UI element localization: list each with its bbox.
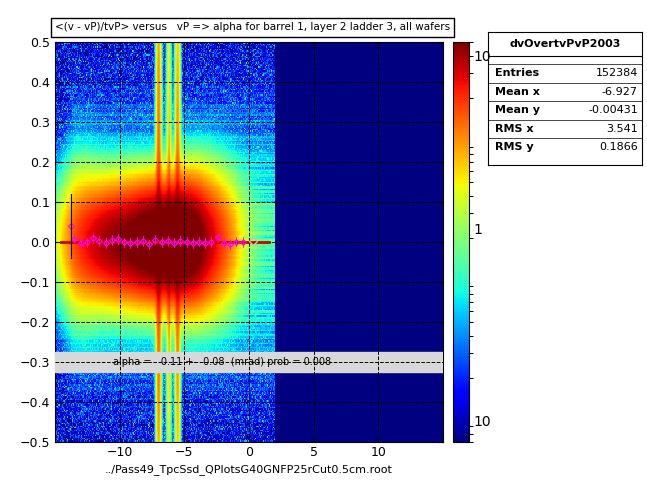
Text: Mean y: Mean y — [495, 105, 540, 115]
Text: 1: 1 — [474, 223, 483, 237]
Text: RMS x: RMS x — [495, 124, 533, 134]
Text: 10: 10 — [474, 415, 491, 429]
Text: Entries: Entries — [495, 68, 539, 78]
Text: -0.00431: -0.00431 — [588, 105, 638, 115]
Text: 3.541: 3.541 — [606, 124, 638, 134]
X-axis label: ../Pass49_TpcSsd_QPlotsG40GNFP25rCut0.5cm.root: ../Pass49_TpcSsd_QPlotsG40GNFP25rCut0.5c… — [105, 464, 393, 475]
Text: 10: 10 — [474, 50, 491, 64]
Text: 152384: 152384 — [595, 68, 638, 78]
Text: Mean x: Mean x — [495, 87, 540, 97]
Bar — [55, 352, 443, 372]
Text: <(v - vP)/tvP> versus   vP => alpha for barrel 1, layer 2 ladder 3, all wafers: <(v - vP)/tvP> versus vP => alpha for ba… — [55, 22, 450, 32]
Text: dvOvertvPvP2003: dvOvertvPvP2003 — [510, 39, 621, 49]
Text: -6.927: -6.927 — [602, 87, 638, 97]
Text: RMS y: RMS y — [495, 143, 533, 153]
Text: 0.1866: 0.1866 — [599, 143, 638, 153]
Text: alpha =   0.11 +-  0.08  (mrad) prob = 0.008: alpha = 0.11 +- 0.08 (mrad) prob = 0.008 — [113, 357, 331, 367]
